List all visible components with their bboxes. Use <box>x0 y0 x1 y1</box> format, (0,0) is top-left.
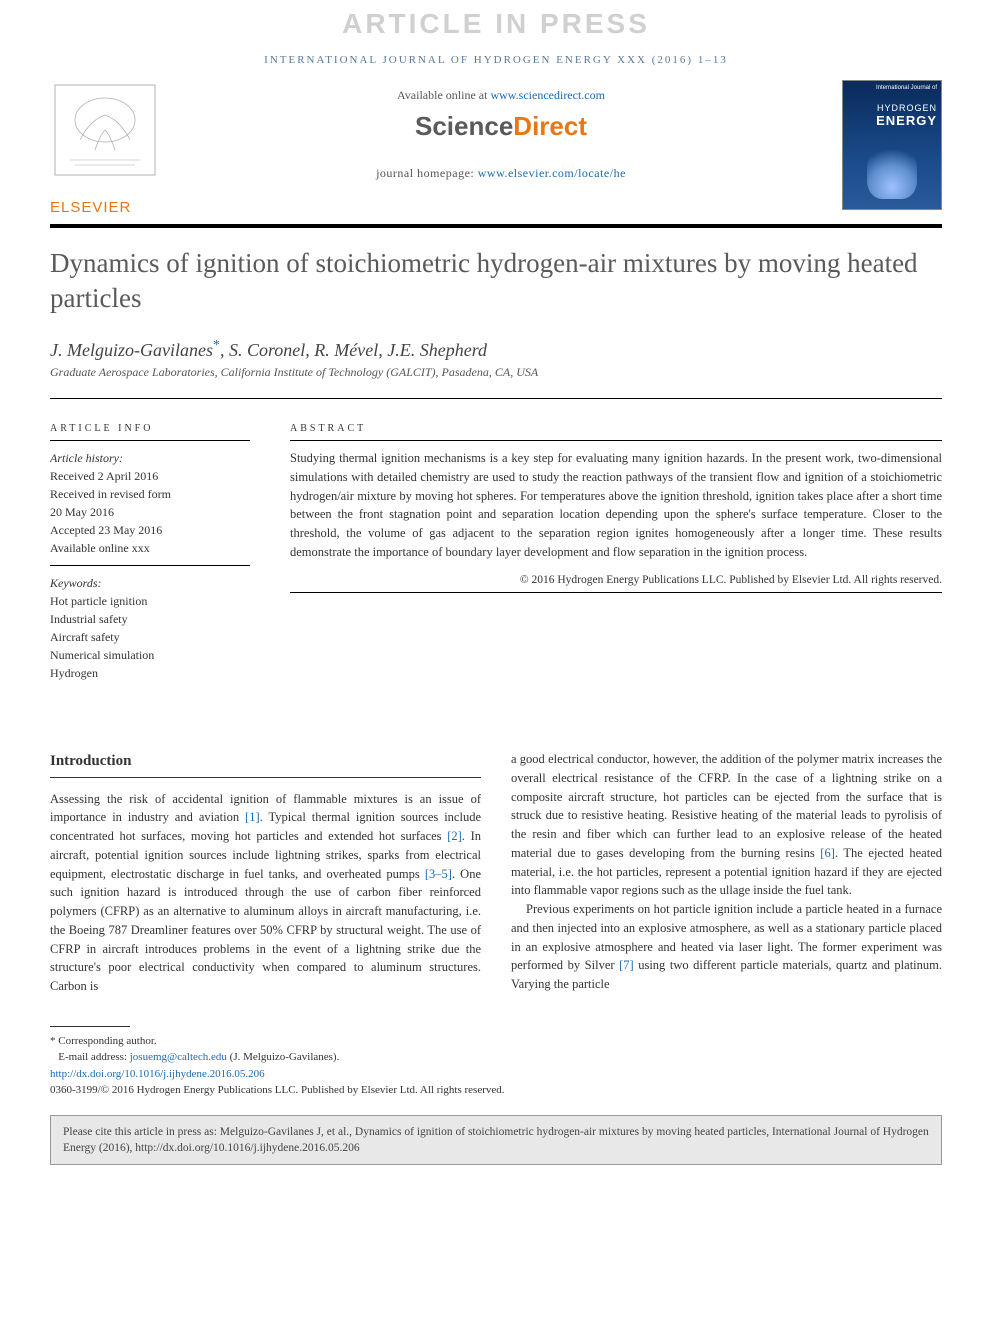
email-line: E-mail address: josuemg@caltech.edu (J. … <box>50 1049 942 1066</box>
citation-ref[interactable]: [3–5] <box>425 867 452 881</box>
elsevier-label: ELSEVIER <box>50 199 160 216</box>
article-info-heading: ARTICLE INFO <box>50 413 250 440</box>
journal-homepage-text: journal homepage: www.elsevier.com/locat… <box>180 166 822 181</box>
body-paragraph: a good electrical conductor, however, th… <box>511 750 942 900</box>
info-abstract-row: ARTICLE INFO Article history: Received 2… <box>0 413 992 690</box>
citation-ref[interactable]: [6] <box>820 846 835 860</box>
issn-line: 0360-3199/© 2016 Hydrogen Energy Publica… <box>50 1082 942 1099</box>
corresponding-marker: * <box>213 338 220 353</box>
corresponding-author-note: * Corresponding author. <box>50 1033 942 1050</box>
body-paragraph: Previous experiments on hot particle ign… <box>511 900 942 994</box>
keywords: Keywords: Hot particle ignition Industri… <box>50 566 250 690</box>
citation-ref[interactable]: [2] <box>447 829 462 843</box>
footnote-divider <box>50 1026 130 1027</box>
introduction-heading: Introduction <box>50 750 481 773</box>
elsevier-logo: ELSEVIER <box>50 80 160 216</box>
journal-homepage-link[interactable]: www.elsevier.com/locate/he <box>478 166 626 180</box>
divider <box>50 224 942 228</box>
article-in-press-watermark: ARTICLE IN PRESS <box>0 0 992 48</box>
body-paragraph: Assessing the risk of accidental ignitio… <box>50 790 481 996</box>
abstract-heading: ABSTRACT <box>290 413 942 440</box>
article-title: Dynamics of ignition of stoichiometric h… <box>0 246 992 316</box>
abstract-text: Studying thermal ignition mechanisms is … <box>290 441 942 570</box>
sciencedirect-link[interactable]: www.sciencedirect.com <box>490 88 605 102</box>
article-history: Article history: Received 2 April 2016 R… <box>50 441 250 565</box>
authors: J. Melguizo-Gavilanes*, S. Coronel, R. M… <box>0 316 992 365</box>
abstract-column: ABSTRACT Studying thermal ignition mecha… <box>290 413 942 690</box>
doi-link[interactable]: http://dx.doi.org/10.1016/j.ijhydene.201… <box>50 1068 265 1080</box>
article-info-column: ARTICLE INFO Article history: Received 2… <box>50 413 250 690</box>
footer-notes: * Corresponding author. E-mail address: … <box>0 1033 992 1109</box>
divider <box>50 398 942 399</box>
citation-box: Please cite this article in press as: Me… <box>50 1115 942 1165</box>
journal-cover-thumbnail: International Journal of HYDROGEN ENERGY <box>842 80 942 210</box>
sciencedirect-logo: ScienceDirect <box>180 111 822 142</box>
body-columns: Introduction Assessing the risk of accid… <box>0 690 992 996</box>
available-online-text: Available online at www.sciencedirect.co… <box>180 88 822 103</box>
left-column: Introduction Assessing the risk of accid… <box>50 750 481 996</box>
citation-ref[interactable]: [7] <box>619 958 634 972</box>
copyright: © 2016 Hydrogen Energy Publications LLC.… <box>290 574 942 586</box>
publisher-header: ELSEVIER Available online at www.science… <box>0 80 992 216</box>
center-info: Available online at www.sciencedirect.co… <box>180 80 822 181</box>
affiliation: Graduate Aerospace Laboratories, Califor… <box>0 365 992 398</box>
email-link[interactable]: josuemg@caltech.edu <box>130 1051 227 1063</box>
journal-header: INTERNATIONAL JOURNAL OF HYDROGEN ENERGY… <box>0 48 992 80</box>
right-column: a good electrical conductor, however, th… <box>511 750 942 996</box>
citation-ref[interactable]: [1] <box>245 810 260 824</box>
